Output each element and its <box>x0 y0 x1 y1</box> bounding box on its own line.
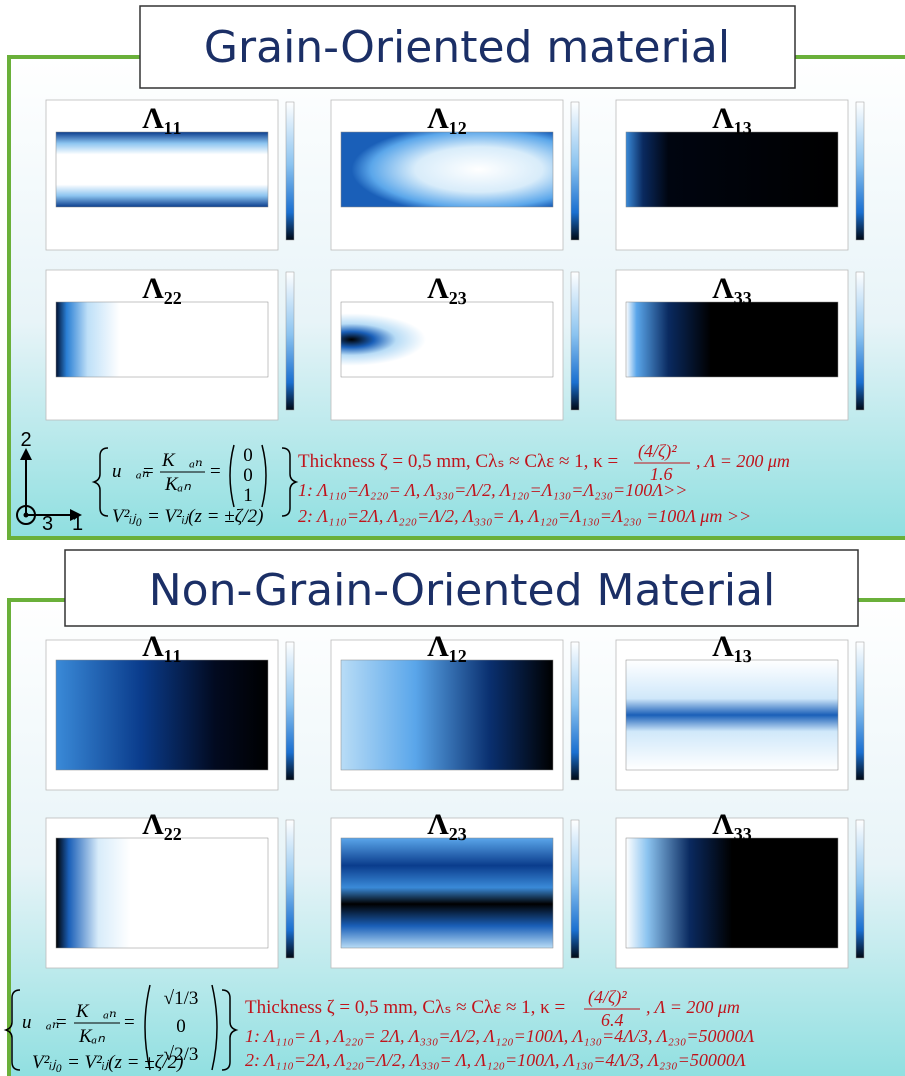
brace <box>91 447 109 517</box>
panel-label: Λ₂₃ <box>427 808 467 841</box>
heatmap <box>55 301 269 378</box>
parameters: Thickness ζ = 0,5 mm, Cλₛ ≈ Cλε ≈ 1, κ = <box>245 997 565 1018</box>
heatmap <box>340 659 554 771</box>
colorbar <box>855 271 865 411</box>
panel-label: Λ₁₁ <box>142 630 182 663</box>
contour-plot: Λ₃₃ <box>615 269 865 421</box>
brace <box>3 989 21 1071</box>
case-line: 2: Λ₁₁₀=2Λ, Λ₂₂₀=Λ/2, Λ₃₃₀= Λ, Λ₁₂₀=Λ₁₃₀… <box>298 506 751 526</box>
equation: u⃗ₐₙ <box>22 1012 60 1033</box>
title-box <box>64 549 859 627</box>
contour-plot: Λ₁₃ <box>615 630 865 791</box>
colorbar <box>285 271 295 411</box>
heatmap <box>625 301 839 378</box>
heatmap <box>340 837 554 949</box>
contour-plot: Λ₂₃ <box>330 269 580 421</box>
colorbar <box>570 641 580 781</box>
axis-label: 2 <box>20 429 31 451</box>
equation: K⃗ₐₙ <box>161 450 203 471</box>
heatmap <box>625 131 839 208</box>
panel-label: Λ₁₁ <box>142 102 182 135</box>
heatmap <box>55 131 269 208</box>
panel-label: Λ₃₃ <box>712 808 752 841</box>
panel-label: Λ₁₂ <box>427 102 467 135</box>
brace <box>221 989 239 1071</box>
paren <box>229 444 267 508</box>
equation: = <box>210 461 221 482</box>
contour-plot: Λ₁₂ <box>330 630 580 791</box>
vector-entry: 1 <box>243 485 253 506</box>
colorbar <box>570 101 580 241</box>
parameters: , Λ = 200 μm <box>696 451 790 471</box>
contour-plot: Λ₂₃ <box>330 808 580 969</box>
equation: = <box>124 1012 135 1033</box>
equation: u⃗ₐₙ <box>112 461 150 482</box>
panel-label: Λ₂₂ <box>142 272 182 305</box>
equation: V²ᵢⱼ₀ = V²ᵢⱼ(z = ±ζ/2) <box>32 1052 183 1073</box>
contour-plot: Λ₃₃ <box>615 808 865 969</box>
panel-label: Λ₂₃ <box>427 272 467 305</box>
fraction-den: 1.6 <box>650 464 673 484</box>
heatmap <box>625 837 839 949</box>
title-box <box>139 5 796 89</box>
colorbar <box>285 819 295 959</box>
axis-label: 3 <box>42 513 53 535</box>
contour-plot: Λ₁₁ <box>45 99 295 251</box>
case-line: 1: Λ₁₁₀=Λ₂₂₀= Λ, Λ₃₃₀=Λ/2, Λ₁₂₀=Λ₁₃₀=Λ₂₃… <box>298 480 687 500</box>
colorbar <box>855 819 865 959</box>
vector-entry: 0 <box>243 465 253 486</box>
parameters: Thickness ζ = 0,5 mm, Cλₛ ≈ Cλε ≈ 1, κ = <box>298 451 618 472</box>
axis-label: 1 <box>72 513 83 535</box>
axes-glyph <box>16 448 82 525</box>
parameters: , Λ = 200 μm <box>646 997 740 1017</box>
equation: K⃗ₐₙ <box>75 1001 117 1022</box>
colorbar <box>285 101 295 241</box>
equation: = <box>56 1012 67 1033</box>
heatmap <box>55 837 269 949</box>
paren <box>144 984 218 1071</box>
heatmap <box>340 131 554 208</box>
parameters-text: Thickness ζ = 0,5 mm, Cλₛ ≈ Cλε ≈ 1, κ = <box>245 997 565 1018</box>
contour-plot: Λ₂₂ <box>45 269 295 421</box>
colorbar <box>570 819 580 959</box>
colorbar <box>285 641 295 781</box>
vector-entry: √2/3 <box>164 1044 199 1065</box>
contour-plot: Λ₁₃ <box>615 99 865 251</box>
section-title: Grain-Oriented material <box>204 22 730 73</box>
heatmap <box>340 301 554 378</box>
colorbar <box>570 271 580 411</box>
vector-entry: √1/3 <box>164 988 199 1009</box>
heatmap <box>55 659 269 771</box>
panel-label: Λ₃₃ <box>712 272 752 305</box>
brace <box>281 447 299 517</box>
equation: Kₐₙ <box>164 474 191 495</box>
panel-grid: Λ₁₁ Λ₁₂ Λ₁₃ Λ₂₂ Λ₂₃ Λ₃₃ <box>45 630 865 969</box>
panel-label: Λ₁₃ <box>712 102 752 135</box>
fraction-num: (4/ζ)² <box>588 987 627 1008</box>
case-line: 1: Λ₁₁₀= Λ , Λ₂₂₀= 2Λ, Λ₃₃₀=Λ/2, Λ₁₂₀=10… <box>245 1026 755 1046</box>
contour-plot: Λ₁₂ <box>330 99 580 251</box>
panel-label: Λ₁₃ <box>712 630 752 663</box>
contour-plot: Λ₂₂ <box>45 808 295 969</box>
equation: Kₐₙ <box>78 1026 105 1047</box>
equation: V²ᵢⱼ₀ = V²ᵢⱼ(z = ±ζ/2) <box>112 506 263 527</box>
colorbar <box>855 101 865 241</box>
panel-grid: Λ₁₁ Λ₁₂ Λ₁₃ Λ₂₂ Λ₂₃ Λ₃₃ <box>45 99 865 421</box>
equation: = <box>143 461 154 482</box>
panel-label: Λ₂₂ <box>142 808 182 841</box>
parameters-text: Thickness ζ = 0,5 mm, Cλₛ ≈ Cλε ≈ 1, κ = <box>298 451 618 472</box>
vector-entry: 0 <box>243 445 253 466</box>
colorbar <box>855 641 865 781</box>
vector-entry: 0 <box>176 1016 186 1037</box>
case-line: 2: Λ₁₁₀=2Λ, Λ₂₂₀=Λ/2, Λ₃₃₀= Λ, Λ₁₂₀=100Λ… <box>245 1050 746 1070</box>
section-title: Non-Grain-Oriented Material <box>149 565 775 616</box>
panel-label: Λ₁₂ <box>427 630 467 663</box>
heatmap <box>625 659 839 771</box>
fraction-num: (4/ζ)² <box>638 441 677 462</box>
contour-plot: Λ₁₁ <box>45 630 295 791</box>
fraction-den: 6.4 <box>601 1010 624 1030</box>
